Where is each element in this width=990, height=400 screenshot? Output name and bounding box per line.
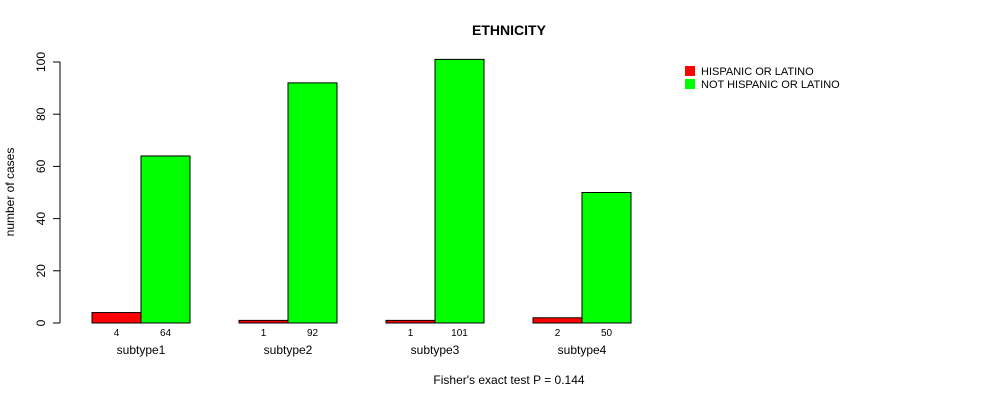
fisher-test-footnote: Fisher's exact test P = 0.144 (433, 373, 584, 387)
bar-value-label: 4 (114, 328, 120, 339)
bars-group: 4 64 subtype1 1 92 subtype2 1 101 subtype3 2 50 sub… (91, 58, 632, 357)
bar-value-label: 50 (601, 328, 613, 339)
bar (91, 312, 142, 324)
bar (140, 155, 191, 324)
bar-value-label: 101 (451, 328, 468, 339)
bar (581, 192, 632, 324)
bar (385, 319, 436, 324)
chart-title: ETHNICITY (472, 22, 547, 38)
y-tick-label: 100 (34, 52, 48, 72)
bar-value-label: 92 (307, 328, 319, 339)
bar (434, 58, 485, 324)
category-label: subtype3 (411, 343, 460, 357)
bar-value-label: 1 (261, 328, 267, 339)
y-tick-label: 80 (34, 107, 48, 121)
y-axis: 0 20 40 60 80 100 (34, 52, 61, 326)
category-label: subtype1 (117, 343, 166, 357)
bar (287, 82, 338, 324)
bar (238, 319, 289, 324)
legend-swatch (685, 79, 695, 89)
y-tick-label: 20 (34, 264, 48, 278)
y-tick-label: 40 (34, 212, 48, 226)
category-label: subtype2 (264, 343, 313, 357)
y-axis-label: number of cases (3, 148, 17, 237)
legend-label: HISPANIC OR LATINO (701, 66, 814, 78)
bar-value-label: 64 (160, 328, 172, 339)
bar-value-label: 1 (408, 328, 414, 339)
y-tick-label: 60 (34, 159, 48, 173)
legend-label: NOT HISPANIC OR LATINO (701, 79, 840, 91)
category-label: subtype4 (558, 343, 607, 357)
y-tick-label: 0 (34, 319, 48, 326)
legend-swatch (685, 66, 695, 76)
bar (532, 317, 583, 324)
bar-value-label: 2 (555, 328, 561, 339)
